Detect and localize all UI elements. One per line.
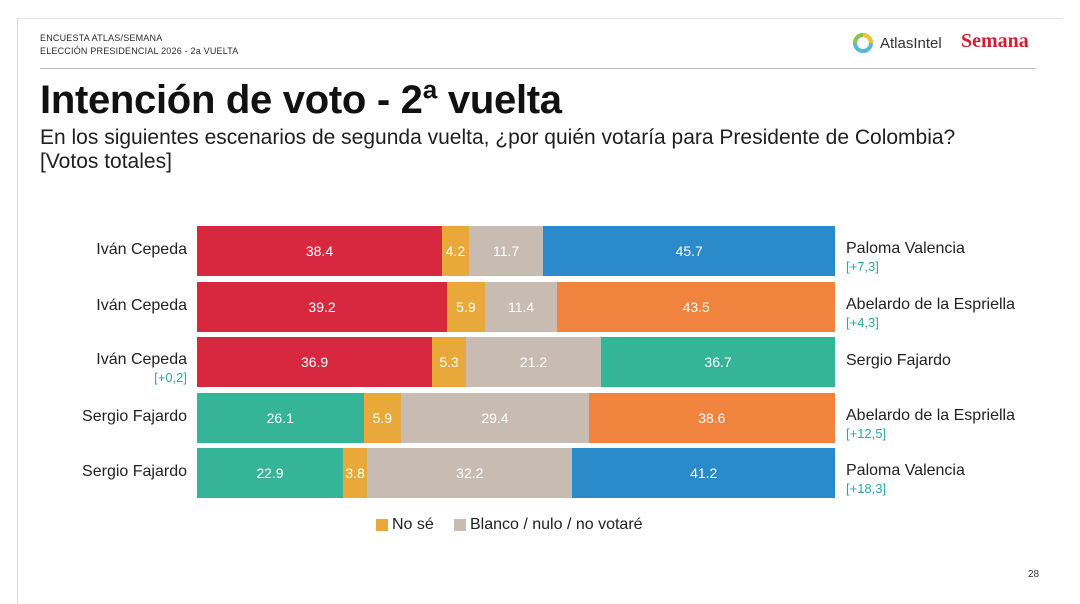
- semana-logo: Semana: [961, 30, 1029, 52]
- data-label: 5.9: [456, 299, 476, 315]
- bar-segment-left: 38.4: [197, 226, 442, 276]
- page-title: Intención de voto - 2ª vuelta: [40, 78, 562, 122]
- legend-item-blanco: Blanco / nulo / no votaré: [454, 516, 643, 534]
- right-lead-margin: [+7,3]: [846, 259, 879, 274]
- bar-segment-right: 45.7: [543, 226, 835, 276]
- atlasintel-icon: [853, 33, 873, 53]
- bar-segment-left: 22.9: [197, 448, 343, 498]
- bar-segment-no-se: 4.2: [441, 226, 469, 276]
- right-candidate-name: Paloma Valencia: [846, 462, 965, 479]
- header-survey-label: ENCUESTA ATLAS/SEMANA: [40, 33, 163, 43]
- bar-row: 39.2 5.9 11.4 43.5: [197, 282, 835, 332]
- atlasintel-logo: AtlasIntel: [852, 32, 942, 54]
- data-label: 39.2: [308, 299, 336, 315]
- subtitle-question: En los siguientes escenarios de segunda …: [40, 126, 956, 149]
- data-label: 4.2: [445, 243, 466, 259]
- right-candidate-name: Sergio Fajardo: [846, 352, 951, 369]
- header-election-label: ELECCIÓN PRESIDENCIAL 2026 - 2a VUELTA: [40, 46, 239, 56]
- bar-segment-blanco: 11.7: [468, 226, 544, 276]
- data-label: 41.2: [690, 465, 718, 481]
- frame-left-border: [17, 18, 18, 604]
- bar-segment-left: 26.1: [197, 393, 364, 443]
- data-label: 11.4: [507, 299, 535, 315]
- data-label: 36.7: [704, 354, 732, 370]
- bar-segment-left: 36.9: [197, 337, 433, 387]
- data-label: 3.8: [345, 465, 365, 481]
- bar-row: 38.4 4.2 11.7 45.7: [197, 226, 835, 276]
- bar-row: 36.9 5.3 21.2 36.7: [197, 337, 835, 387]
- page-number: 28: [1028, 569, 1040, 580]
- bar-segment-blanco: 11.4: [484, 282, 558, 332]
- subtitle-note: [Votos totales]: [40, 150, 172, 173]
- data-label: 11.7: [492, 243, 520, 259]
- bar-segment-no-se: 3.8: [342, 448, 368, 498]
- data-label: 5.9: [372, 410, 393, 426]
- right-lead-margin: [+4,3]: [846, 315, 879, 330]
- frame-top-border: [17, 18, 1062, 19]
- data-label: 26.1: [266, 410, 294, 426]
- bar-segment-blanco: 29.4: [401, 393, 589, 443]
- right-candidate-name: Abelardo de la Espriella: [846, 407, 1015, 424]
- header-divider: [40, 68, 1036, 69]
- page-subtitle: En los siguientes escenarios de segunda …: [40, 126, 1050, 174]
- bar-segment-no-se: 5.3: [432, 337, 466, 387]
- data-label: 22.9: [256, 465, 284, 481]
- bar-row: 26.1 5.9 29.4 38.6: [197, 393, 835, 443]
- bar-segment-blanco: 21.2: [465, 337, 602, 387]
- left-candidate-name: Iván Cepeda: [96, 351, 187, 368]
- legend-label-no-se: No sé: [392, 516, 434, 533]
- data-label: 43.5: [682, 299, 710, 315]
- data-label: 38.4: [305, 243, 334, 259]
- data-label: 32.2: [456, 465, 484, 481]
- bar-segment-no-se: 5.9: [447, 282, 485, 332]
- bar-segment-blanco: 32.2: [367, 448, 573, 498]
- data-label: 29.4: [481, 410, 509, 426]
- bar-row: 22.9 3.8 32.2 41.2: [197, 448, 835, 498]
- data-label: 21.2: [519, 354, 548, 370]
- atlasintel-wordmark: AtlasIntel: [880, 34, 942, 52]
- data-label: 45.7: [675, 243, 703, 259]
- left-candidate-name: Iván Cepeda: [96, 241, 187, 258]
- right-candidate-name: Abelardo de la Espriella: [846, 296, 1015, 313]
- left-candidate-name: Iván Cepeda: [96, 297, 187, 314]
- data-label: 36.9: [300, 354, 329, 370]
- bar-segment-left: 39.2: [197, 282, 448, 332]
- bar-segment-right: 36.7: [601, 337, 835, 387]
- left-lead-margin: [+0,2]: [154, 370, 187, 385]
- legend-swatch-blanco: [454, 519, 466, 531]
- bar-segment-right: 38.6: [588, 393, 835, 443]
- left-candidate-name: Sergio Fajardo: [82, 463, 187, 480]
- legend-item-no-se: No sé: [376, 516, 434, 534]
- data-label: 5.3: [439, 354, 459, 370]
- right-lead-margin: [+12,5]: [846, 426, 887, 441]
- bar-segment-right: 41.2: [572, 448, 835, 498]
- legend-label-blanco: Blanco / nulo / no votaré: [470, 516, 643, 533]
- right-candidate-name: Paloma Valencia: [846, 240, 965, 257]
- bar-segment-no-se: 5.9: [363, 393, 402, 443]
- bar-segment-right: 43.5: [557, 282, 835, 332]
- legend-swatch-no-se: [376, 519, 388, 531]
- right-lead-margin: [+18,3]: [846, 481, 887, 496]
- left-candidate-name: Sergio Fajardo: [82, 408, 187, 425]
- data-label: 38.6: [698, 410, 726, 426]
